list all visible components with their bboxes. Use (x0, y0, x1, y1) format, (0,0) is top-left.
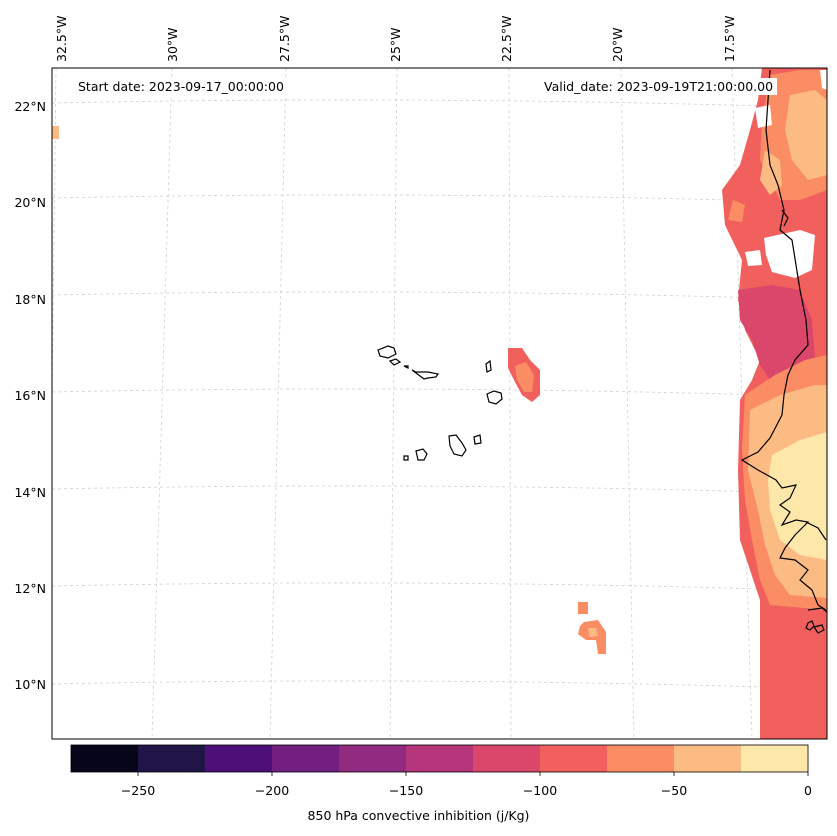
map-frame (52, 68, 827, 739)
island-santo-antao (377, 345, 397, 359)
lon-label-27-5w: 27.5°W (277, 16, 292, 62)
lon-label-32-5w: 32.5°W (54, 16, 69, 62)
island-sao-nicolau (411, 369, 439, 380)
colorbar-segment (205, 745, 273, 772)
colorbar-segment (473, 745, 541, 772)
field-patch-west (52, 126, 59, 139)
colorbar-border (70, 744, 809, 773)
cb-tick-label-150: −150 (389, 783, 423, 798)
lon-label-25w: 25°W (388, 27, 403, 62)
lon-label-17-5w: 17.5°W (722, 16, 737, 62)
cb-tick-label-0: 0 (804, 783, 812, 798)
colorbar-segment (406, 745, 474, 772)
field-band-light (785, 90, 827, 180)
lat-label-20n: 20°N (14, 195, 46, 210)
colorbar-segment (272, 745, 340, 772)
longitude-labels: 32.5°W 30°W 27.5°W 25°W 22.5°W 20°W 17.5… (54, 16, 737, 62)
colorbar-segment (540, 745, 608, 772)
island-fogo (415, 448, 428, 461)
island-maio (473, 434, 482, 445)
lat-label-18n: 18°N (14, 292, 46, 307)
colorbar-segment (138, 745, 206, 772)
cb-tick-label-50: −50 (661, 783, 687, 798)
lat-label-12n: 12°N (14, 581, 46, 596)
valid-date-label: Valid_date: 2023-09-19T21:00:00.00 (540, 78, 778, 95)
lon-label-30w: 30°W (165, 27, 180, 62)
colorbar-label: 850 hPa convective inhibition (j/Kg) (307, 808, 530, 823)
island-boa-vista (486, 390, 503, 405)
coastline-africa (740, 69, 827, 611)
island-sao-vicente (388, 358, 402, 366)
colorbar-segment (741, 745, 809, 772)
lon-label-22-5w: 22.5°W (499, 16, 514, 62)
start-date-label: Start date: 2023-09-17_00:00:00 (74, 78, 288, 95)
cb-tick-label-200: −200 (255, 783, 289, 798)
colorbar-ticks: −250 −200 −150 −100 −50 0 (121, 783, 812, 798)
lat-label-14n: 14°N (14, 485, 46, 500)
colorbar-segment (71, 745, 139, 772)
colorbar-segment (339, 745, 407, 772)
island-brava (403, 455, 409, 461)
colorbar-segment (607, 745, 675, 772)
lat-label-10n: 10°N (14, 677, 46, 692)
colorbar-segment (674, 745, 742, 772)
island-sal (485, 359, 492, 373)
lat-label-16n: 16°N (14, 388, 46, 403)
cin-field (52, 68, 827, 739)
island-santiago (448, 434, 467, 457)
cb-tick-label-250: −250 (121, 783, 155, 798)
coastlines (377, 69, 827, 634)
field-gap (764, 230, 815, 278)
gridlines (52, 68, 827, 739)
field-band-purple (738, 285, 815, 380)
colorbar (70, 744, 809, 776)
island-santa-luzia (403, 365, 409, 369)
lat-label-22n: 22°N (14, 99, 46, 114)
cb-tick-label-100: −100 (523, 783, 557, 798)
field-band-yellow (768, 432, 827, 560)
lon-label-20w: 20°W (610, 27, 625, 62)
latitude-labels: 22°N 20°N 18°N 16°N 14°N 12°N 10°N (14, 99, 46, 692)
